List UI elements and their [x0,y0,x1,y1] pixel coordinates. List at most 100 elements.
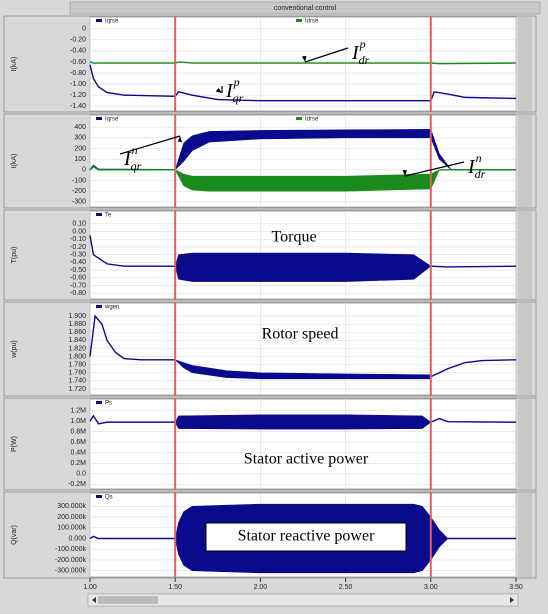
series-line [89,535,516,540]
annotation-sup: n [132,143,138,157]
scroll-left[interactable] [92,597,96,603]
arrow-head [302,56,307,62]
y-tick-label: -100 [72,177,86,184]
annotation-base: I [467,156,476,178]
legend-label: Qs [105,495,113,501]
y-tick-label: -0.80 [70,70,86,77]
y-tick-label: 200 [74,145,86,152]
y-tick-label: 200.000k [57,514,86,521]
label-box [205,522,407,552]
side-bar [518,303,532,395]
y-tick-label: 1.820 [68,345,86,352]
x-tick-label: 3.50 [509,584,523,591]
x-tick-label: 1.00 [83,584,97,591]
y-tick-label: 0 [82,167,86,174]
oscillation-band [174,414,432,430]
annotation-sup: n [476,151,482,165]
y-tick-label: 100 [74,156,86,163]
y-axis-label: I(kA) [11,57,18,72]
legend-swatch [96,19,102,22]
panel-label: Torque [271,229,316,246]
y-tick-label: 1.760 [68,370,86,377]
y-tick-label: 0.0 [76,471,86,478]
y-axis-label: P(W) [11,436,18,452]
panel-label: Stator active power [244,451,369,468]
series-line [89,165,516,171]
annotation-arrow [304,47,349,63]
legend-label: Idrse [305,19,319,25]
y-axis-label: I(kA) [11,154,18,169]
annotation-sub: dr [475,167,486,181]
annotation: In dr [467,151,486,181]
x-tick-label: 1.50 [168,584,182,591]
legend-swatch [96,495,102,498]
scroll-right[interactable] [510,597,514,603]
scrollbar[interactable] [87,593,519,607]
chart-title: conventional control [274,5,337,12]
legend-swatch [296,19,302,22]
x-tick-label: 3.00 [424,584,438,591]
plot-area [89,114,517,208]
y-tick-label: 1.780 [68,361,86,368]
legend-swatch [96,117,102,120]
y-tick-label: 400 [74,124,86,131]
y-tick-label: -1.00 [70,81,86,88]
y-tick-label: -0.40 [70,48,86,55]
y-tick-label: 0.6M [70,439,86,446]
y-axis-label: w(pu) [11,340,18,359]
y-tick-label: 0.10 [72,221,86,228]
y-tick-label: 1.740 [68,378,86,385]
annotation-sub: qr [131,159,142,173]
annotation-arrow [119,135,181,155]
plot-area [89,302,517,396]
legend-label: Ps [105,401,112,407]
y-tick-label: -1.20 [70,92,86,99]
y-tick-label: 1.900 [68,313,86,320]
plot-area [89,398,517,490]
y-tick-label: -0.40 [70,259,86,266]
y-tick-label: -0.80 [70,290,86,297]
y-axis-label: Q(var) [11,525,18,545]
side-bar [518,211,532,299]
y-tick-label: -0.30 [70,251,86,258]
scroll-thumb[interactable] [98,596,158,604]
x-tick-label: 2.50 [339,584,353,591]
y-tick-label: 300.000k [57,503,86,510]
legend-label: Te [105,213,112,219]
side-bar [518,493,532,577]
legend-swatch [296,117,302,120]
y-tick-label: 0.4M [70,450,86,457]
y-tick-label: 1.2M [70,407,86,414]
annotation: Ip dr [351,37,370,67]
y-tick-label: 1.0M [70,418,86,425]
annotation-base: I [351,42,360,64]
arrow-head [402,170,408,176]
y-tick-label: -100.000k [55,546,87,553]
y-tick-label: 1.860 [68,329,86,336]
y-tick-label: 1.800 [68,353,86,360]
annotation-sup: p [233,75,240,89]
legend-swatch [96,213,102,216]
legend-label: Iqrse [105,19,119,25]
series-line [89,235,517,268]
y-tick-label: -300 [72,199,86,206]
y-tick-label: -0.70 [70,282,86,289]
side-bar [518,399,532,489]
legend-label: wgen [104,305,119,311]
y-tick-label: 1.720 [68,386,86,393]
arrow-head [215,87,222,93]
y-tick-label: 0.00 [72,228,86,235]
annotation-sup: p [359,37,366,51]
y-tick-label: -0.10 [70,236,86,243]
title-bar [69,1,541,15]
y-tick-label: -0.60 [70,275,86,282]
y-tick-label: 1.880 [68,321,86,328]
y-tick-label: -0.20 [70,37,86,44]
annotation-sub: dr [359,53,370,67]
legend-swatch [96,401,102,404]
legend-swatch [96,305,102,308]
y-tick-label: 0.2M [70,460,86,467]
legend-label: Iqrse [105,117,119,123]
y-tick-label: 1.840 [68,337,86,344]
